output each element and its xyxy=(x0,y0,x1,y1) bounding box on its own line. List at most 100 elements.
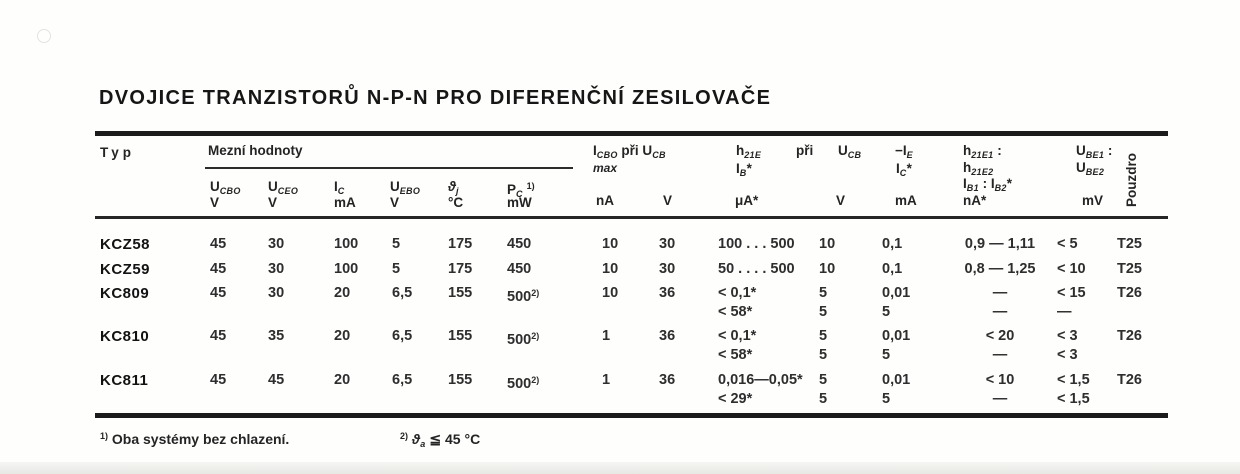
scan-artifact-circle xyxy=(37,29,51,43)
cell-theta-j: 155 xyxy=(448,372,473,388)
cell-ratio: 0,9 — 1,11 xyxy=(964,236,1036,252)
cell-pc: 5002) xyxy=(507,375,540,392)
column-header-h21e1: h21E1 : xyxy=(963,143,1002,160)
cell-icbo: 10 xyxy=(602,261,619,277)
cell-ic: 100 xyxy=(334,261,359,277)
column-header-pouzdro-rotated: Pouzdro xyxy=(1124,153,1139,207)
column-header-pri: při xyxy=(796,143,814,158)
table-rule-top xyxy=(95,131,1168,136)
cell-ie: 0,1 xyxy=(882,261,903,277)
column-header-ucb: UCB xyxy=(838,143,862,160)
subheader-theta-j: ϑj xyxy=(448,179,459,196)
cell-ratio: — — xyxy=(992,285,1008,320)
scan-edge-band xyxy=(0,462,1240,474)
cell-ratio: 0,8 — 1,25 xyxy=(964,261,1036,277)
table-row-kc810: KC810 45 35 20 6,5 155 5002) 1 36 < 0,1*… xyxy=(0,327,1240,371)
cell-uceo: 30 xyxy=(268,285,285,301)
cell-ic: 20 xyxy=(334,372,351,388)
cell-ucb1: 36 xyxy=(659,328,676,344)
subheader-uceo: UCEO xyxy=(268,179,299,196)
column-header-ic: IC* xyxy=(896,161,912,178)
cell-ie: 0,1 xyxy=(882,236,903,252)
subheader-pc: PC 1) xyxy=(507,181,535,199)
table-row-kc809: KC809 45 30 20 6,5 155 5002) 10 36 < 0,1… xyxy=(0,284,1240,328)
cell-pc: 5002) xyxy=(507,331,540,348)
cell-typ: KC809 xyxy=(100,285,150,302)
cell-h21e: 50 . . . . 500 xyxy=(718,261,795,277)
cell-icbo: 10 xyxy=(602,285,619,301)
cell-icbo: 10 xyxy=(602,236,619,252)
cell-uceo: 35 xyxy=(268,328,285,344)
cell-theta-j: 175 xyxy=(448,236,473,252)
cell-ucb2: 10 xyxy=(819,261,836,277)
cell-uebo: 6,5 xyxy=(392,328,413,344)
cell-pc: 450 xyxy=(507,261,532,277)
cell-ic: 20 xyxy=(334,328,351,344)
cell-uceo: 30 xyxy=(268,261,285,277)
cell-uceo: 45 xyxy=(268,372,285,388)
cell-ucbo: 45 xyxy=(210,372,227,388)
cell-typ: KC810 xyxy=(100,328,150,345)
cell-ie: 0,01 5 xyxy=(882,285,911,320)
page-title: DVOJICE TRANZISTORŮ N-P-N PRO DIFERENČNÍ… xyxy=(99,87,772,109)
cell-ucbo: 45 xyxy=(210,236,227,252)
cell-ube: < 5 xyxy=(1057,236,1078,252)
table-row-kcz59: KCZ59 45 30 100 5 175 450 10 30 50 . . .… xyxy=(0,260,1240,304)
cell-theta-j: 155 xyxy=(448,285,473,301)
column-header-h21e2: h21E2 xyxy=(963,160,994,177)
cell-ic: 20 xyxy=(334,285,351,301)
cell-h21e: < 0,1* < 58* xyxy=(718,328,757,363)
cell-typ: KCZ58 xyxy=(100,236,151,253)
group-header-mezni-hodnoty: Mezní hodnoty xyxy=(208,143,303,158)
cell-icbo: 1 xyxy=(602,328,611,344)
table-row-kcz58: KCZ58 45 30 100 5 175 450 10 30 100 . . … xyxy=(0,235,1240,279)
cell-ube: < 3 < 3 xyxy=(1057,328,1078,363)
column-header-ube1: UBE1 : xyxy=(1076,143,1113,160)
cell-ube: < 1,5 < 1,5 xyxy=(1057,372,1090,407)
unit-ratio-na: nA* xyxy=(963,193,987,208)
cell-typ: KC811 xyxy=(100,372,149,389)
subheader-uebo: UEBO xyxy=(390,179,421,196)
table-row-kc811: KC811 45 45 20 6,5 155 5002) 1 36 0,016—… xyxy=(0,371,1240,415)
mezni-hodnoty-underline xyxy=(205,167,573,169)
cell-ucb2: 10 xyxy=(819,236,836,252)
cell-uebo: 6,5 xyxy=(392,372,413,388)
column-header-ib: IB* xyxy=(736,161,752,178)
column-header-ib1-ib2: IB1 : IB2* xyxy=(963,176,1012,193)
cell-uceo: 30 xyxy=(268,236,285,252)
unit-ic-ma: mA xyxy=(334,195,356,210)
column-header-ube2: UBE2 xyxy=(1076,160,1105,177)
cell-pouzdro: T26 xyxy=(1117,285,1142,301)
unit-ucb1-v: V xyxy=(663,193,673,208)
cell-pouzdro: T26 xyxy=(1117,328,1142,344)
subheader-ucbo: UCBO xyxy=(210,179,241,196)
footnote-2: 2) ϑa ≦ 45 °C xyxy=(400,431,481,449)
unit-uceo-v: V xyxy=(268,195,278,210)
cell-ucb1: 36 xyxy=(659,285,676,301)
cell-ucbo: 45 xyxy=(210,328,227,344)
cell-ube: < 15— xyxy=(1057,285,1086,320)
cell-pouzdro: T26 xyxy=(1117,372,1142,388)
cell-ucbo: 45 xyxy=(210,285,227,301)
cell-uebo: 5 xyxy=(392,236,401,252)
cell-h21e: 100 . . . 500 xyxy=(718,236,795,252)
cell-uebo: 6,5 xyxy=(392,285,413,301)
unit-uebo-v: V xyxy=(390,195,400,210)
table-rule-bottom xyxy=(95,413,1168,418)
cell-ucbo: 45 xyxy=(210,261,227,277)
unit-ucbo-v: V xyxy=(210,195,220,210)
cell-ube: < 10 xyxy=(1057,261,1086,277)
cell-ic: 100 xyxy=(334,236,359,252)
unit-theta-c: °C xyxy=(448,195,464,210)
subheader-ic: IC xyxy=(334,179,345,196)
unit-pc-mw: mW xyxy=(507,195,532,210)
column-header-typ: Typ xyxy=(100,145,135,160)
cell-icbo: 1 xyxy=(602,372,611,388)
cell-ucb1: 36 xyxy=(659,372,676,388)
cell-pc: 450 xyxy=(507,236,532,252)
cell-theta-j: 175 xyxy=(448,261,473,277)
column-header-minus-ie: −IE xyxy=(895,143,913,160)
